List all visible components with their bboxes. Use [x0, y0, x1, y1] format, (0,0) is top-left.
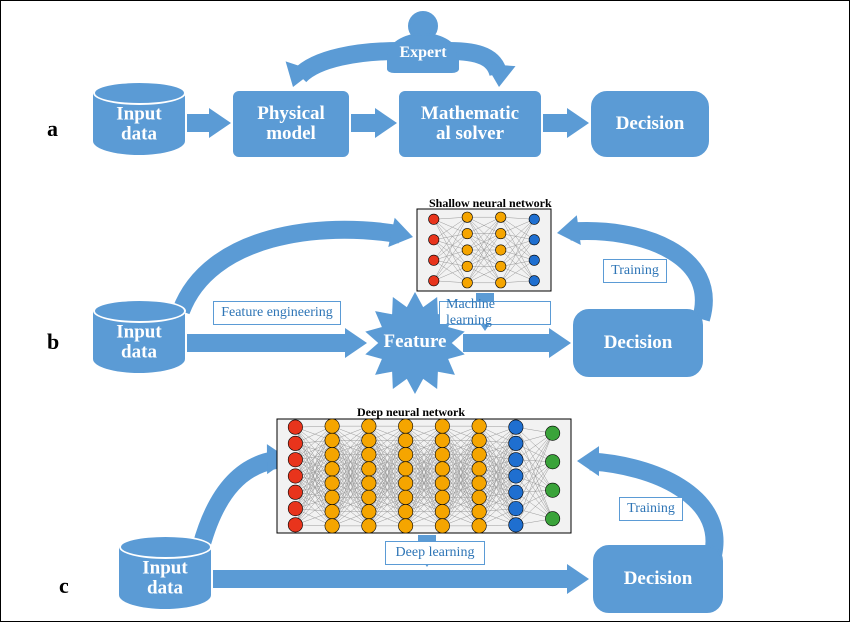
b-training-box: Training [603, 259, 667, 283]
b-input-cylinder: Inputdata [93, 311, 185, 373]
b-decision: Decision [573, 309, 703, 377]
c-input-label: Inputdata [121, 558, 209, 598]
panel-c-tag: c [59, 573, 69, 599]
c-train-label: Training [627, 501, 675, 517]
c-input-cylinder: Inputdata [119, 547, 211, 609]
panel-a-tag: a [47, 116, 58, 142]
a-expert-label: Expert [399, 44, 446, 62]
a-input-cap [93, 81, 186, 105]
b-feature-eng-box: Feature engineering [213, 301, 341, 325]
a-expert: Expert [387, 11, 459, 73]
b-ml-label: Machine learning [446, 297, 544, 329]
a-math-solver: Mathematical solver [399, 91, 541, 157]
b-input-cap [93, 299, 186, 323]
b-fe-label: Feature engineering [221, 305, 333, 321]
b-feature-label: Feature [375, 331, 455, 353]
a-solver-label: Mathematical solver [421, 104, 519, 144]
a-expert-body: Expert [387, 33, 459, 73]
c-decision-label: Decision [624, 569, 693, 589]
c-nn-title: Deep neural network [357, 405, 465, 420]
a-physical-model: Physicalmodel [233, 91, 349, 157]
diagram-root: { "colors": { "primary": "#5b9bd5", "pri… [0, 0, 850, 622]
b-input-label: Inputdata [95, 322, 183, 362]
panel-b-tag: b [47, 329, 59, 355]
a-decision-label: Decision [616, 114, 685, 134]
a-physical-label: Physicalmodel [257, 104, 325, 144]
a-decision: Decision [591, 91, 709, 157]
b-train-label: Training [611, 263, 659, 279]
a-input-cylinder: Inputdata [93, 93, 185, 155]
c-input-cap [119, 535, 212, 559]
c-deep-learning-box: Deep learning [385, 541, 485, 565]
c-decision: Decision [593, 545, 723, 613]
b-decision-label: Decision [604, 333, 673, 353]
b-ml-box: Machine learning [439, 301, 551, 325]
a-input-label: Inputdata [95, 104, 183, 144]
c-training-box: Training [619, 497, 683, 521]
b-nn-title: Shallow neural network [429, 196, 552, 211]
c-dl-label: Deep learning [396, 545, 475, 561]
